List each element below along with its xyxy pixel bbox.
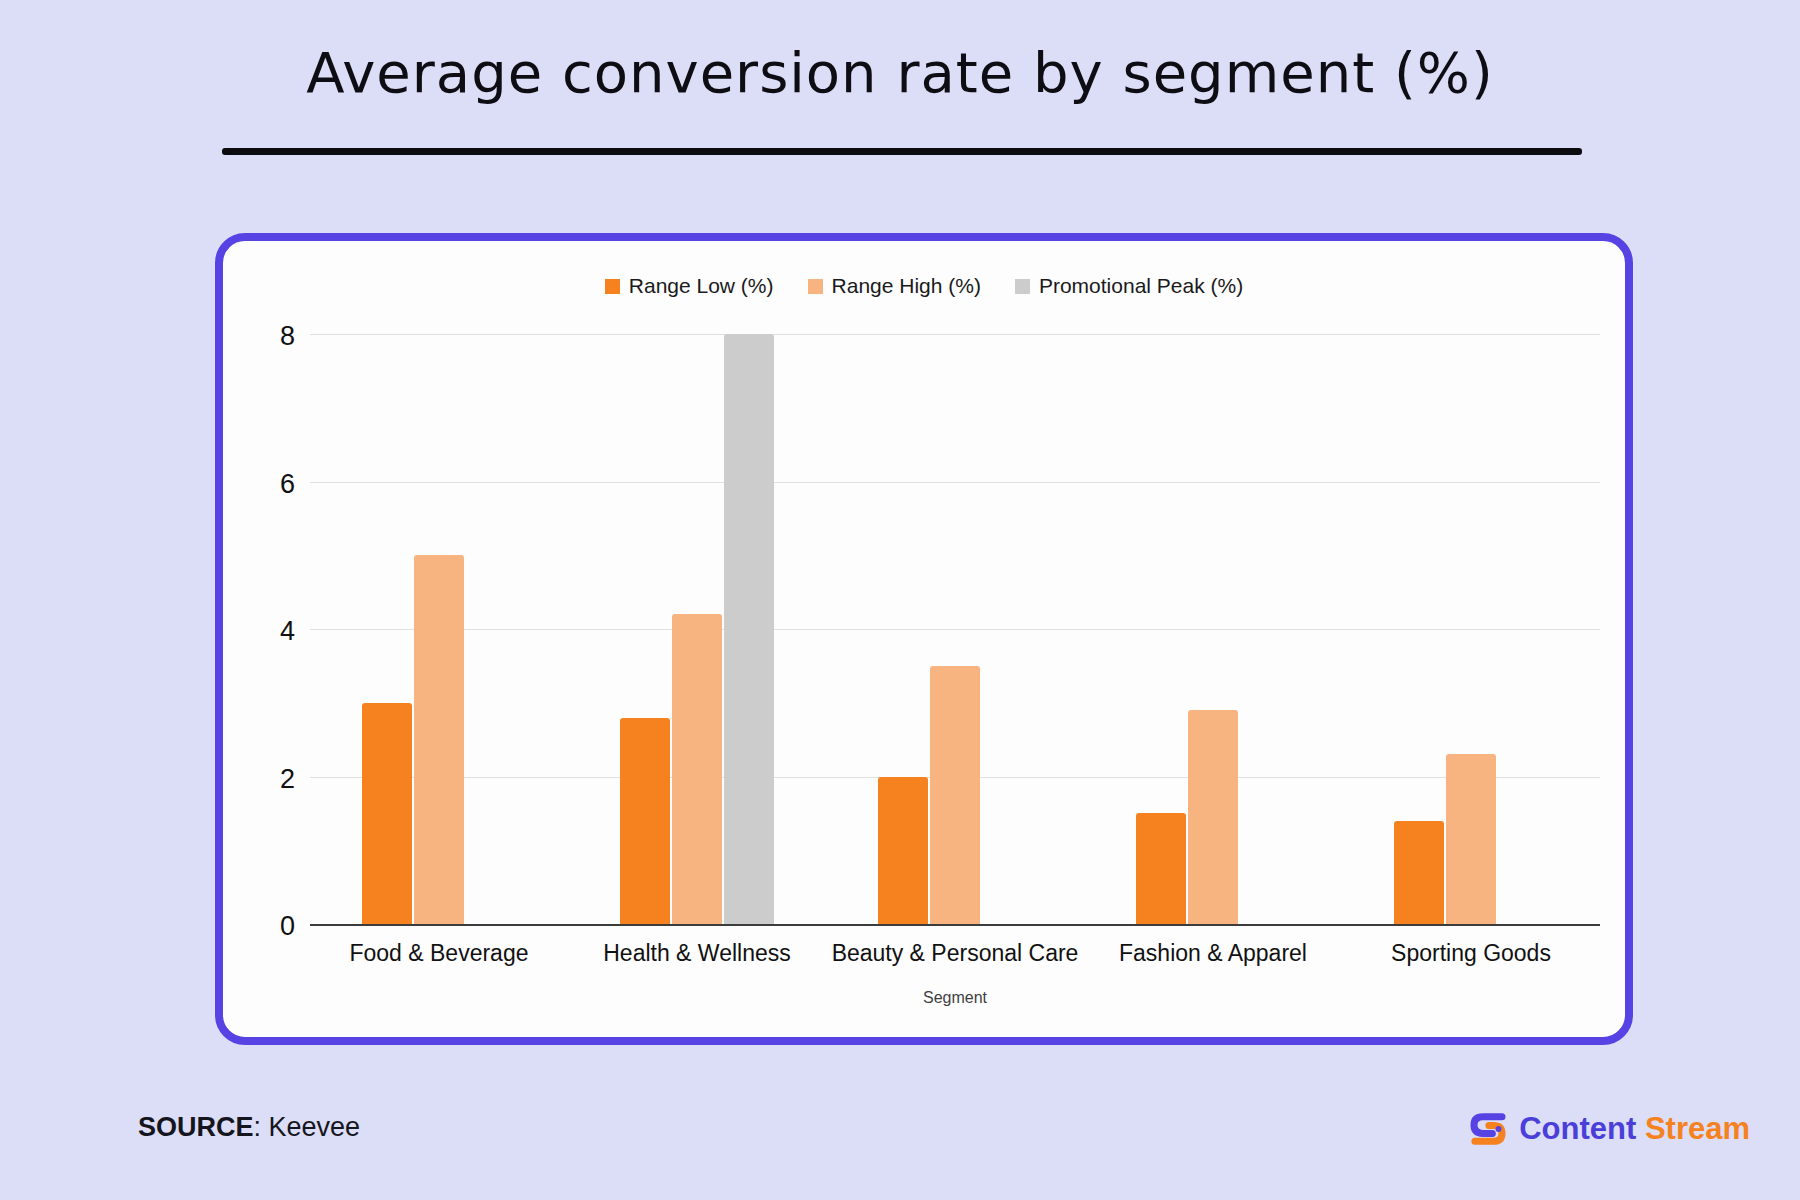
bar-group [1084, 336, 1342, 924]
legend-swatch [1015, 279, 1030, 294]
bar [414, 555, 464, 924]
bar [620, 718, 670, 925]
plot-area [310, 336, 1600, 926]
chart-legend: Range Low (%) Range High (%) Promotional P… [223, 274, 1625, 298]
y-tick-label: 4 [223, 616, 295, 646]
bar-group [568, 336, 826, 924]
source-value: : Keevee [254, 1112, 361, 1142]
gridline [310, 334, 1600, 335]
bar-group [1342, 336, 1600, 924]
bar-groups [310, 336, 1600, 924]
legend-swatch [808, 279, 823, 294]
bar [1446, 754, 1496, 924]
legend-swatch [605, 279, 620, 294]
bar [672, 614, 722, 924]
bar [1136, 813, 1186, 924]
infographic: Average conversion rate by segment (%) R… [0, 0, 1800, 1200]
x-axis-labels: Food & BeverageHealth & WellnessBeauty &… [310, 940, 1600, 967]
x-axis-title: Segment [310, 989, 1600, 1007]
bar [1394, 821, 1444, 924]
legend-label: Promotional Peak (%) [1039, 274, 1243, 298]
x-tick-label: Health & Wellness [568, 940, 826, 967]
x-tick-label: Sporting Goods [1342, 940, 1600, 967]
legend-item: Range Low (%) [605, 274, 774, 298]
legend-item: Range High (%) [808, 274, 981, 298]
y-tick-label: 2 [223, 764, 295, 794]
title-underline [222, 148, 1582, 155]
y-tick-label: 8 [223, 321, 295, 351]
brand-word-stream: Stream [1645, 1111, 1750, 1146]
page-title: Average conversion rate by segment (%) [0, 40, 1800, 105]
y-tick-label: 0 [223, 911, 295, 941]
chart-card: Range Low (%) Range High (%) Promotional P… [215, 233, 1633, 1045]
brand-word-content: Content [1519, 1111, 1636, 1146]
bar [878, 777, 928, 925]
legend-label: Range Low (%) [629, 274, 774, 298]
bar [930, 666, 980, 924]
bar-group [310, 336, 568, 924]
source-label: SOURCE [138, 1112, 254, 1142]
legend-item: Promotional Peak (%) [1015, 274, 1243, 298]
y-tick-label: 6 [223, 469, 295, 499]
x-tick-label: Food & Beverage [310, 940, 568, 967]
bar [724, 334, 774, 924]
bar [362, 703, 412, 924]
source-line: SOURCE: Keevee [138, 1112, 360, 1143]
legend-label: Range High (%) [832, 274, 981, 298]
bar [1188, 710, 1238, 924]
x-tick-label: Beauty & Personal Care [826, 940, 1084, 967]
x-tick-label: Fashion & Apparel [1084, 940, 1342, 967]
content-stream-icon [1467, 1108, 1509, 1150]
brand-logo: Content Stream [1467, 1108, 1750, 1150]
bar-group [826, 336, 1084, 924]
brand-name: Content Stream [1519, 1111, 1750, 1147]
